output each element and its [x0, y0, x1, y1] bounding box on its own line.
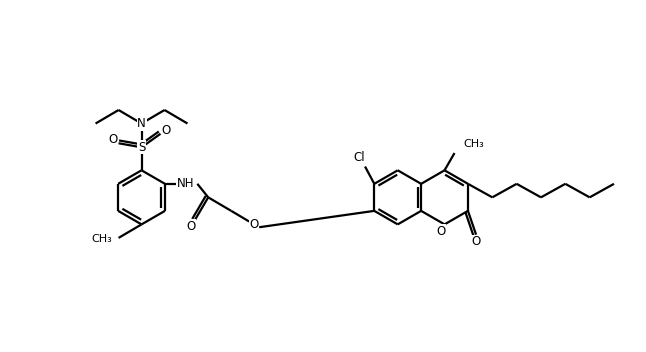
- Text: O: O: [249, 218, 259, 231]
- Text: O: O: [472, 235, 481, 248]
- Text: S: S: [138, 141, 145, 154]
- Text: N: N: [137, 117, 146, 130]
- Text: O: O: [162, 124, 171, 137]
- Text: CH₃: CH₃: [91, 234, 112, 244]
- Text: NH: NH: [176, 177, 194, 190]
- Text: O: O: [436, 225, 446, 238]
- Text: O: O: [109, 133, 118, 146]
- Text: Cl: Cl: [353, 151, 365, 164]
- Text: O: O: [187, 220, 196, 233]
- Text: CH₃: CH₃: [464, 139, 484, 149]
